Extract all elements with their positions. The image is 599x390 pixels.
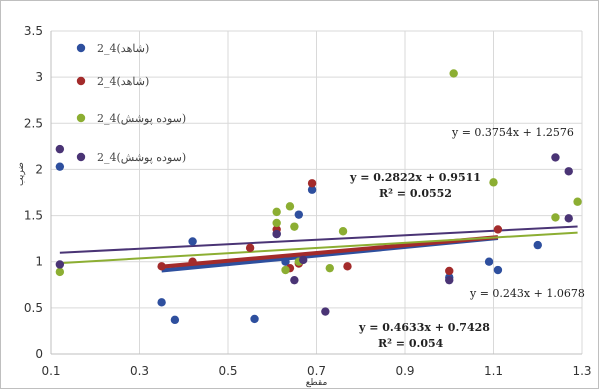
data-point-series-1 (188, 237, 197, 246)
x-tick-label: 1.1 (484, 364, 503, 378)
x-tick-label: 0.9 (395, 364, 414, 378)
x-tick-label: 0.3 (130, 364, 149, 378)
data-point-series-4 (321, 307, 330, 316)
legend: 2_4(شاهد) 2_4(شاهد) 2_4(سوده پوشش) 2_4(سوده… (76, 42, 186, 164)
y-tick-label: 1 (35, 255, 43, 269)
data-point-series-4 (272, 229, 281, 239)
y-tick-label: 0.5 (24, 301, 43, 315)
data-point-series-1 (157, 298, 166, 307)
trendline-r2-series-1: R² = 0.054 (378, 337, 444, 350)
trendline-equation-series-3: y = 0.2822x + 0.9511 (349, 171, 481, 184)
data-point-series-3 (338, 227, 348, 236)
legend-label-series-4: 2_4(سوده پوشش) (97, 151, 186, 164)
data-point-series-1 (281, 257, 290, 266)
data-point-series-3 (489, 178, 498, 187)
data-point-series-1 (484, 257, 494, 266)
data-point-series-4 (55, 260, 65, 269)
data-point-series-3 (290, 222, 299, 231)
data-point-series-4 (299, 255, 308, 265)
data-point-series-1 (250, 314, 259, 324)
equation-annotations: y = 0.4633x + 0.7428 R² = 0.054 y = 0.2822… (349, 126, 585, 350)
data-point-series-2 (245, 243, 255, 253)
x-tick-label: 0.1 (41, 364, 60, 378)
data-point-series-4 (290, 275, 299, 285)
trendline-equation-series-4: y = 0.3754x + 1.2576 (451, 126, 574, 139)
grid-lines (50, 30, 583, 355)
data-point-series-1 (55, 162, 65, 171)
data-point-series-3 (551, 213, 560, 222)
data-point-series-4 (564, 214, 573, 223)
data-point-series-3 (325, 263, 334, 273)
trendline-equation-series-1: y = 0.4633x + 0.7428 (358, 321, 490, 334)
data-point-series-3 (272, 207, 281, 217)
data-point-series-1 (170, 315, 180, 325)
data-point-series-2 (445, 266, 454, 276)
data-point-series-3 (281, 265, 290, 275)
trendline-r2-series-3: R² = 0.0552 (379, 187, 452, 200)
trendline-series-3 (59, 231, 578, 265)
data-point-series-2 (493, 225, 503, 234)
data-point-series-2 (343, 262, 352, 271)
data-point-series-2 (157, 262, 166, 271)
legend-marker-series-2 (76, 76, 86, 86)
data-point-series-3 (272, 218, 281, 228)
data-point-series-4 (445, 275, 454, 285)
data-point-series-3 (449, 69, 458, 78)
data-point-series-4 (55, 144, 65, 154)
data-points (55, 69, 582, 325)
trendlines (59, 225, 578, 273)
data-point-series-1 (493, 265, 503, 275)
legend-marker-series-1 (76, 43, 86, 53)
y-axis-title: ضریب (16, 162, 26, 186)
data-point-series-2 (188, 257, 197, 266)
extra-trendline-equation: y = 0.243x + 1.0678 (469, 287, 585, 300)
legend-marker-series-4 (76, 152, 86, 162)
data-point-series-1 (307, 185, 317, 194)
legend-label-series-2: 2_4(شاهد) (97, 75, 149, 88)
data-point-series-4 (564, 167, 573, 176)
data-point-series-3 (573, 197, 582, 206)
trendline-series-2 (161, 235, 499, 269)
y-tick-label: 3.5 (24, 24, 43, 38)
x-tick-label: 1.3 (572, 364, 591, 378)
y-tick-label: 1.5 (24, 209, 43, 223)
data-point-series-1 (294, 210, 303, 219)
x-tick-label: 0.5 (218, 364, 237, 378)
y-tick-label: 0 (35, 347, 43, 361)
data-point-series-3 (285, 202, 295, 211)
legend-label-series-1: 2_4(شاهد) (97, 42, 149, 55)
data-point-series-2 (307, 179, 317, 188)
y-tick-label: 2.5 (24, 116, 43, 130)
legend-label-series-3: 2_4(سوده پوشش) (97, 112, 186, 125)
y-tick-label: 3 (35, 70, 43, 84)
data-point-series-3 (55, 267, 65, 277)
axes: 0 0.5 1 1.5 2 2.5 3 3.5 0.1 0.3 0.5 0.7 0.9 1.1 1.3 مقط… (16, 24, 592, 388)
x-tick-label: 0.7 (307, 364, 326, 378)
trendline-series-4 (59, 225, 578, 254)
x-axis-title: مقطع (306, 378, 328, 388)
y-tick-label: 2 (35, 162, 43, 176)
data-point-series-1 (533, 240, 542, 250)
legend-marker-series-3 (76, 113, 86, 123)
data-point-series-4 (551, 153, 560, 162)
